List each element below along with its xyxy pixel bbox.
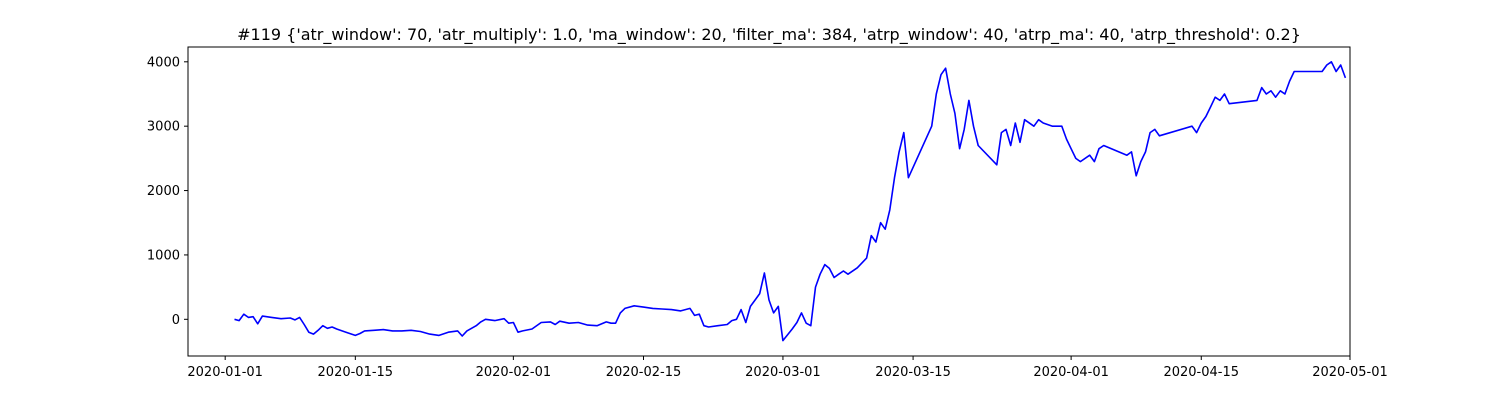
x-tick-label: 2020-04-15 <box>1163 365 1239 380</box>
x-tick-label: 2020-03-15 <box>875 365 951 380</box>
y-tick-label: 2000 <box>147 184 180 199</box>
y-tick-label: 1000 <box>147 248 180 263</box>
x-tick-label: 2020-02-15 <box>606 365 682 380</box>
y-tick-label: 3000 <box>147 120 180 135</box>
y-tick-label: 0 <box>172 313 180 328</box>
y-tick-label: 4000 <box>147 55 180 70</box>
chart-title: #119 {'atr_window': 70, 'atr_multiply': … <box>237 25 1301 45</box>
x-tick-label: 2020-02-01 <box>476 365 552 380</box>
x-tick-label: 2020-03-01 <box>745 365 821 380</box>
plot-area <box>234 60 1347 342</box>
x-tick-label: 2020-04-01 <box>1033 365 1109 380</box>
x-tick-label: 2020-01-15 <box>318 365 394 380</box>
x-axis: 2020-01-01 2020-01-15 2020-02-01 2020-02-15… <box>187 356 1388 380</box>
x-tick-label: 2020-01-01 <box>187 365 263 380</box>
axes-frame <box>187 46 1351 357</box>
y-axis: 0 1000 2000 3000 4000 <box>147 55 188 328</box>
x-tick-label: 2020-05-01 <box>1312 365 1388 380</box>
series-line-0 <box>234 60 1347 342</box>
